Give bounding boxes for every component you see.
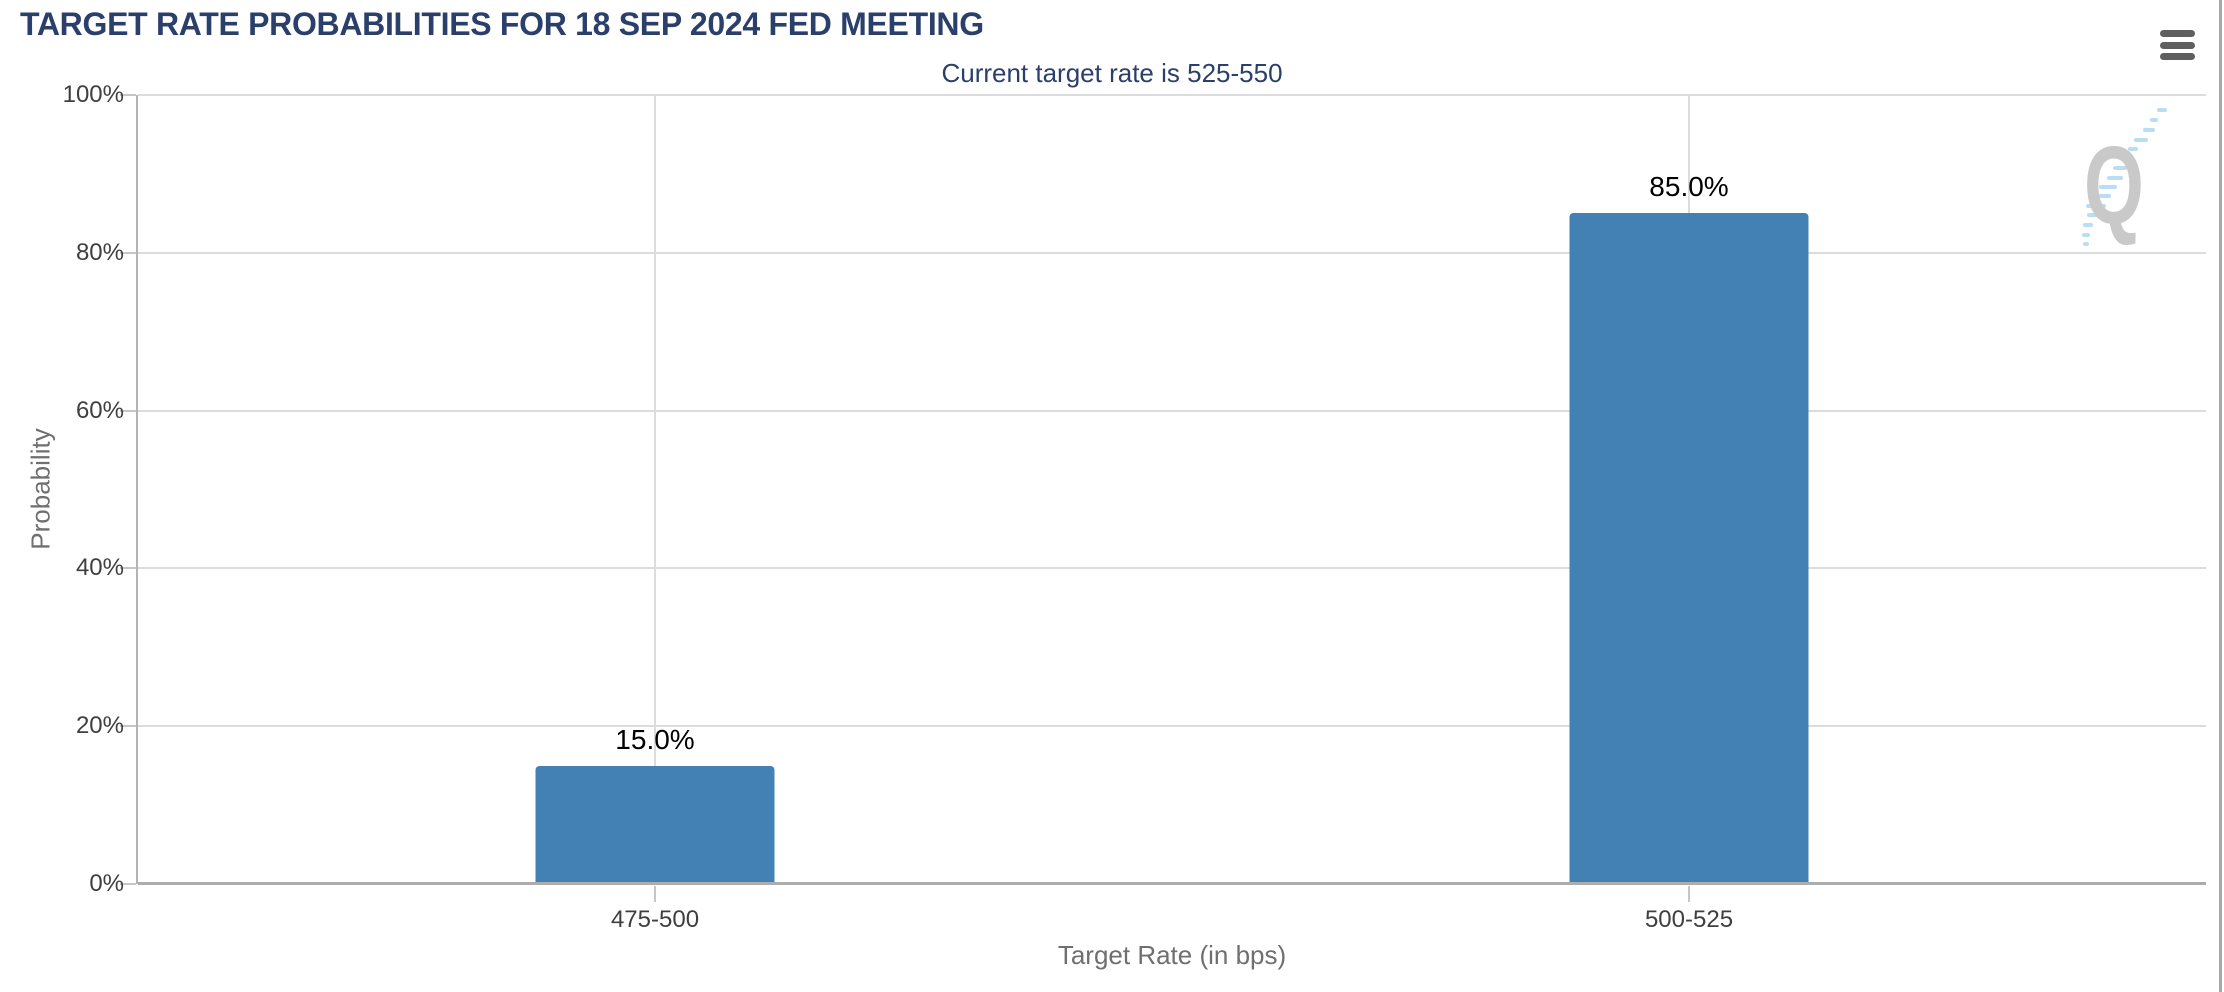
y-axis-title: Probability [25,428,56,550]
y-axis-line [136,95,138,884]
y-axis-tick [120,251,136,254]
y-tick-label: 60% [75,396,124,424]
chart-subtitle: Current target rate is 525-550 [941,58,1283,88]
plot-area: 0% 20% 40% 60% 80% 100% 15.0% 475-500 85.0% 500-… [63,81,2206,970]
y-tick-label: 20% [75,712,124,740]
y-tick-label: 40% [75,554,124,582]
y-gridline [138,251,2206,254]
bar-value-label: 15.0% [615,723,695,755]
y-gridline [138,409,2206,412]
x-axis-tick [1688,886,1690,902]
x-tick-label: 475-500 [610,906,700,933]
probability-bar [535,765,775,884]
y-gridline [138,94,2206,96]
x-gridline [654,95,656,884]
y-tick-label: 100% [62,81,124,108]
y-tick-label: 80% [75,238,124,266]
y-axis-tick [120,725,136,728]
bar-value-label: 85.0% [1649,171,1729,203]
hamburger-menu-icon [2160,30,2195,37]
category-500-525: 85.0% 500-525 [1172,95,2206,933]
panel-right-divider [2219,0,2222,992]
y-axis-tick [120,567,136,570]
hamburger-menu-icon [2160,53,2195,60]
y-gridline [138,725,2206,728]
category-475-500: 15.0% 475-500 [138,95,1172,933]
hamburger-menu-icon [2160,41,2195,49]
chart-context-menu-button[interactable] [2160,30,2198,60]
y-axis-tick [120,94,136,96]
y-gridline [138,567,2206,570]
x-tick-label: 500-525 [1644,906,1734,933]
x-axis-tick [654,886,656,902]
chart-title: TARGET RATE PROBABILITIES FOR 18 SEP 202… [20,6,984,42]
y-axis-tick [120,883,136,885]
x-axis-line [138,882,2206,885]
probability-bar [1569,213,1809,884]
y-tick-label: 0% [89,870,124,897]
x-axis-title: Target Rate (in bps) [1057,940,1287,970]
y-axis-tick [120,409,136,412]
